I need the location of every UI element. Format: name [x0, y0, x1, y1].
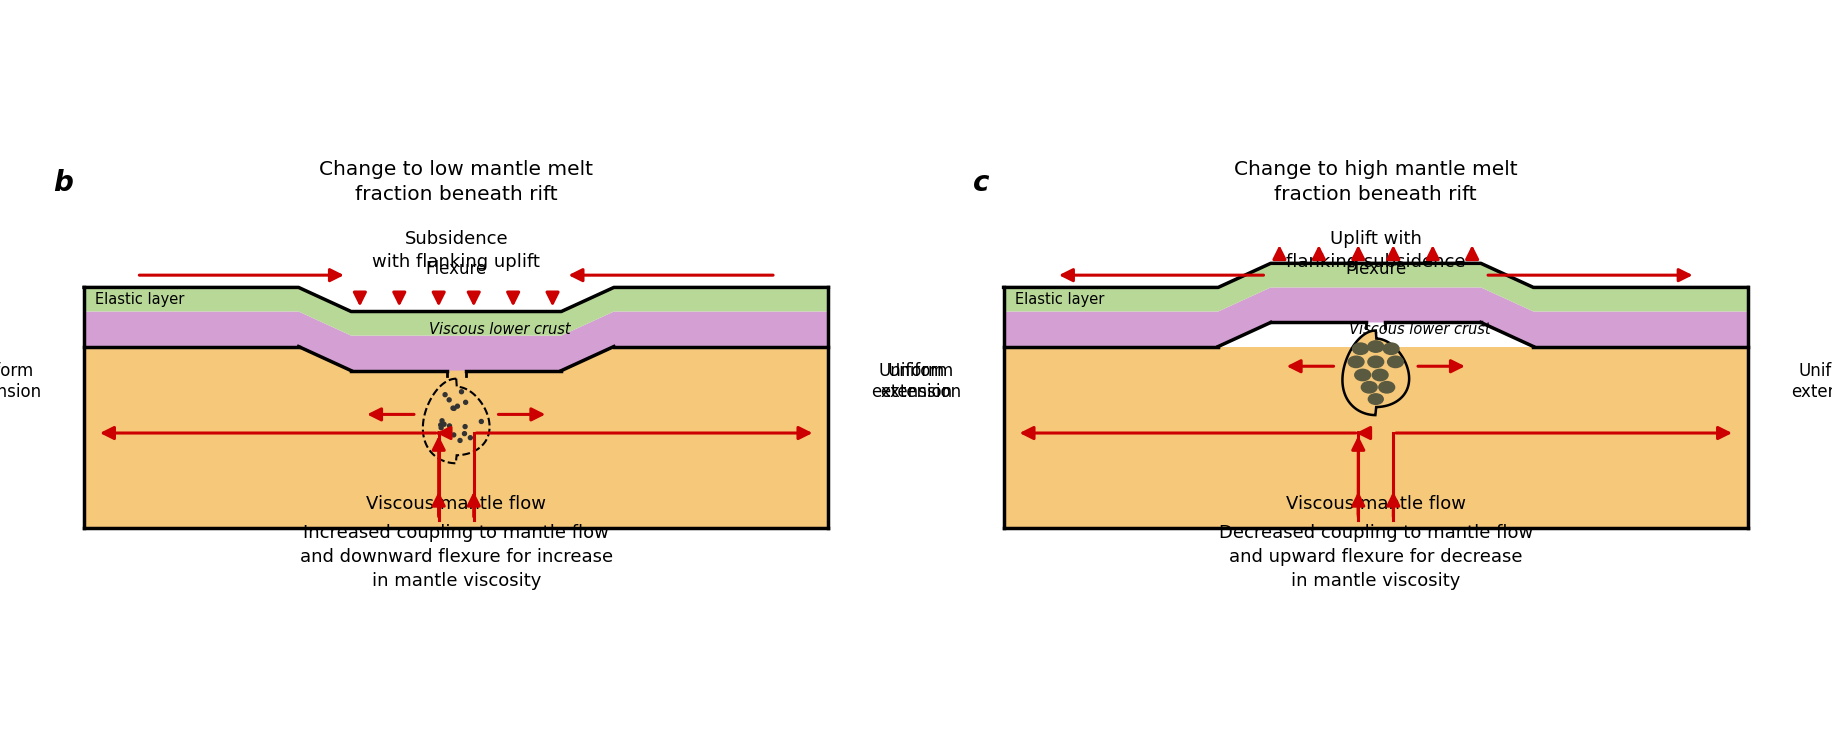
Bar	[1004, 346, 1748, 528]
Text: c: c	[973, 170, 989, 197]
Circle shape	[458, 439, 462, 442]
Ellipse shape	[1369, 394, 1383, 404]
Ellipse shape	[1383, 343, 1400, 355]
Circle shape	[442, 422, 445, 426]
Circle shape	[463, 424, 467, 428]
Polygon shape	[84, 311, 828, 370]
Circle shape	[469, 436, 473, 439]
Text: Uniform
extension: Uniform extension	[1790, 362, 1832, 401]
Circle shape	[456, 404, 460, 408]
Circle shape	[453, 433, 456, 436]
Circle shape	[463, 400, 467, 404]
Text: Change to high mantle melt
fraction beneath rift: Change to high mantle melt fraction bene…	[1235, 160, 1517, 205]
Circle shape	[460, 390, 463, 394]
Ellipse shape	[1369, 356, 1383, 368]
Text: Flexure: Flexure	[425, 260, 487, 278]
Circle shape	[447, 398, 451, 402]
Bar	[84, 346, 828, 528]
Circle shape	[447, 424, 451, 427]
Circle shape	[438, 423, 443, 427]
Text: Elastic layer: Elastic layer	[95, 292, 185, 307]
Ellipse shape	[1379, 382, 1394, 393]
Text: Decreased coupling to mantle flow
and upward flexure for decrease
in mantle visc: Decreased coupling to mantle flow and up…	[1218, 524, 1533, 590]
Text: Change to low mantle melt
fraction beneath rift: Change to low mantle melt fraction benea…	[319, 160, 594, 205]
Polygon shape	[423, 379, 489, 464]
Polygon shape	[1004, 287, 1748, 346]
Text: Uniform
extension: Uniform extension	[879, 362, 962, 401]
Text: Elastic layer: Elastic layer	[1015, 292, 1105, 307]
Ellipse shape	[1372, 369, 1389, 381]
Ellipse shape	[1356, 369, 1370, 381]
Circle shape	[453, 406, 456, 410]
Polygon shape	[1004, 263, 1748, 311]
Text: b: b	[53, 170, 73, 197]
Ellipse shape	[1361, 382, 1378, 393]
Ellipse shape	[1348, 356, 1365, 368]
Text: Increased coupling to mantle flow
and downward flexure for increase
in mantle vi: Increased coupling to mantle flow and do…	[300, 524, 612, 590]
Text: Subsidence
with flanking uplift: Subsidence with flanking uplift	[372, 230, 540, 271]
Text: Flexure: Flexure	[1345, 260, 1407, 278]
Polygon shape	[1343, 331, 1409, 415]
Ellipse shape	[1352, 343, 1369, 355]
Circle shape	[443, 393, 447, 397]
Circle shape	[480, 419, 484, 424]
Text: Viscous lower crust: Viscous lower crust	[429, 322, 572, 337]
Text: Uplift with
flanking subsidence: Uplift with flanking subsidence	[1286, 230, 1466, 271]
Text: Viscous mantle flow: Viscous mantle flow	[366, 495, 546, 513]
Circle shape	[440, 426, 443, 430]
Circle shape	[462, 432, 467, 436]
Circle shape	[451, 406, 454, 410]
Ellipse shape	[1387, 356, 1403, 368]
Polygon shape	[84, 287, 828, 335]
Text: Uniform
extension: Uniform extension	[0, 362, 42, 401]
Text: Viscous lower crust: Viscous lower crust	[1348, 322, 1491, 337]
Text: Viscous mantle flow: Viscous mantle flow	[1286, 495, 1466, 513]
Text: Uniform
extension: Uniform extension	[870, 362, 953, 401]
Circle shape	[440, 419, 443, 423]
Ellipse shape	[1369, 340, 1383, 352]
